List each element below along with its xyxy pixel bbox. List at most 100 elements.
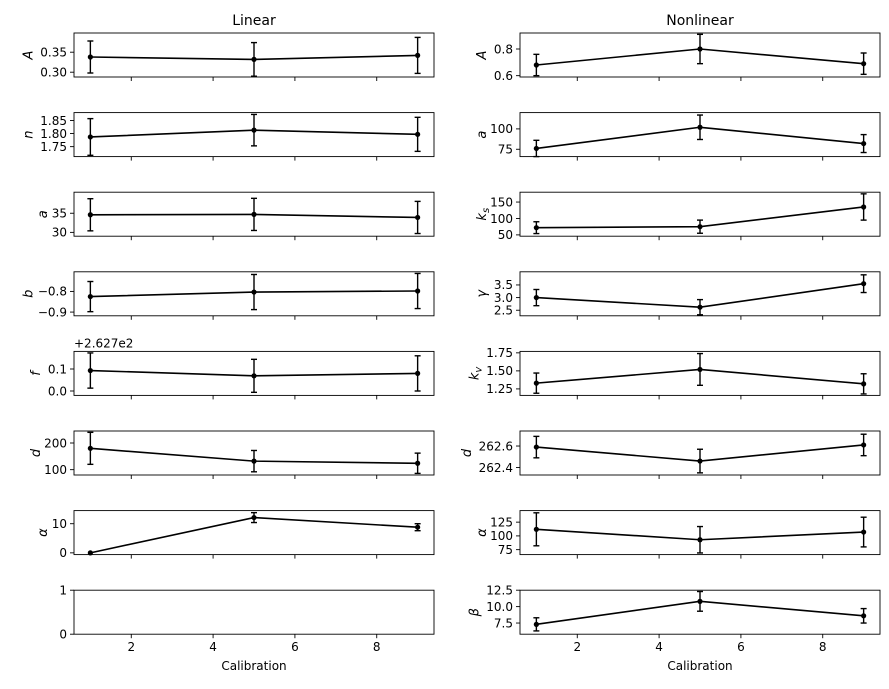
axes-frame [519,32,881,78]
axes-frame [519,112,881,158]
y-tick-label: 0.0 [48,384,67,398]
y-tick-label: 0.8 [494,42,513,56]
data-point [251,127,257,133]
y-axis-label: a [36,210,51,218]
data-point [87,293,93,300]
axes-frame [519,191,881,237]
data-point [251,211,257,217]
y-axis-label: a [475,131,490,139]
subplot-nonlinear-6: 262.4 262.6 d [460,430,881,479]
data-point [533,294,539,301]
x-axis-label: Calibration [221,659,286,673]
data-point [861,613,867,619]
axes-frame [73,32,435,78]
y-tick-label: 0.6 [494,69,513,83]
y-tick-label: 75 [498,143,513,157]
data-point [533,62,539,68]
y-tick-label: 1.25 [486,382,513,396]
data-point [861,204,867,210]
y-axis-label: b [21,290,36,298]
x-tick-label: 2 [127,640,135,654]
y-axis-label: α [475,528,490,537]
data-point [251,373,257,379]
data-point [87,445,93,451]
data-point [533,380,539,386]
axes-frame [73,350,435,396]
data-point [861,442,867,448]
y-axis-label: α [36,528,51,537]
x-tick-label: 2 [573,640,581,654]
data-point [697,598,703,604]
axes-frame [73,191,435,237]
data-point [87,367,93,374]
data-point [87,550,93,556]
subplot-linear-2: 1.751.801.85 n [21,112,435,161]
data-point [415,524,421,530]
y-tick-label: 100 [44,463,67,477]
y-tick-label: 0.30 [40,66,67,80]
subplot-linear-7: 0 10α [36,510,435,560]
subplot-linear-8: 2 4 6 8 Calibration 0 1 [59,584,435,673]
x-axis-label: Calibration [667,659,732,673]
y-axis-label: γ [475,289,490,298]
y-axis-label: d [29,448,44,457]
y-axis-label: β [467,608,482,617]
subplot-nonlinear-8: 2 4 6 8 Calibration 7.5 10.0 12.5 β [467,584,881,673]
data-point [533,145,539,152]
axes-frame [73,271,435,317]
y-tick-label: 30 [52,226,67,240]
data-point [251,56,257,63]
axes-frame [73,430,435,476]
y-axis-label: A [475,51,490,61]
x-tick-label: 8 [373,640,381,654]
y-axis-label: d [460,448,475,457]
y-tick-label: 100 [490,122,513,136]
axes-frame [73,510,435,556]
y-tick-label: 100 [490,529,513,543]
data-point [87,54,93,60]
axes-frame [519,510,881,556]
x-tick-label: 6 [291,640,299,654]
y-tick-label: 262.6 [479,439,513,453]
axes-frame [73,589,435,635]
data-point [415,460,421,466]
data-point [251,458,257,464]
axes-frame [519,589,881,635]
axes-frame [519,350,881,396]
y-axis-label: n [21,130,36,138]
y-tick-label: 1.75 [40,140,67,154]
x-tick-label: 6 [737,640,745,654]
axes-frame [519,430,881,476]
y-tick-label: 0.1 [48,362,67,376]
y-tick-label: 0 [59,628,67,642]
data-point [697,46,703,52]
y-tick-label: 125 [490,515,513,529]
y-axis-label: kv [467,366,484,381]
x-tick-label: 4 [209,640,217,654]
subplot-title: Nonlinear [666,13,734,29]
subplot-title: Linear [232,13,276,29]
y-tick-label: 1.50 [486,364,513,378]
y-tick-label: 35 [52,207,67,221]
y-tick-label: 1.85 [40,114,67,128]
data-point [861,140,867,147]
data-point [87,134,93,140]
subplot-nonlinear-4: 2.53.03.5 γ [475,271,881,320]
data-point [697,458,703,464]
y-offset-label: +2.627e2 [74,336,133,350]
data-point [861,281,867,287]
y-tick-label: 2.5 [494,304,513,318]
y-tick-label: 10 [52,517,67,531]
x-tick-label: 4 [655,640,663,654]
data-point [415,288,421,294]
data-point [861,529,867,535]
data-point [533,621,539,627]
y-tick-label: 75 [498,543,513,557]
data-point [533,526,539,532]
data-point [861,381,867,387]
